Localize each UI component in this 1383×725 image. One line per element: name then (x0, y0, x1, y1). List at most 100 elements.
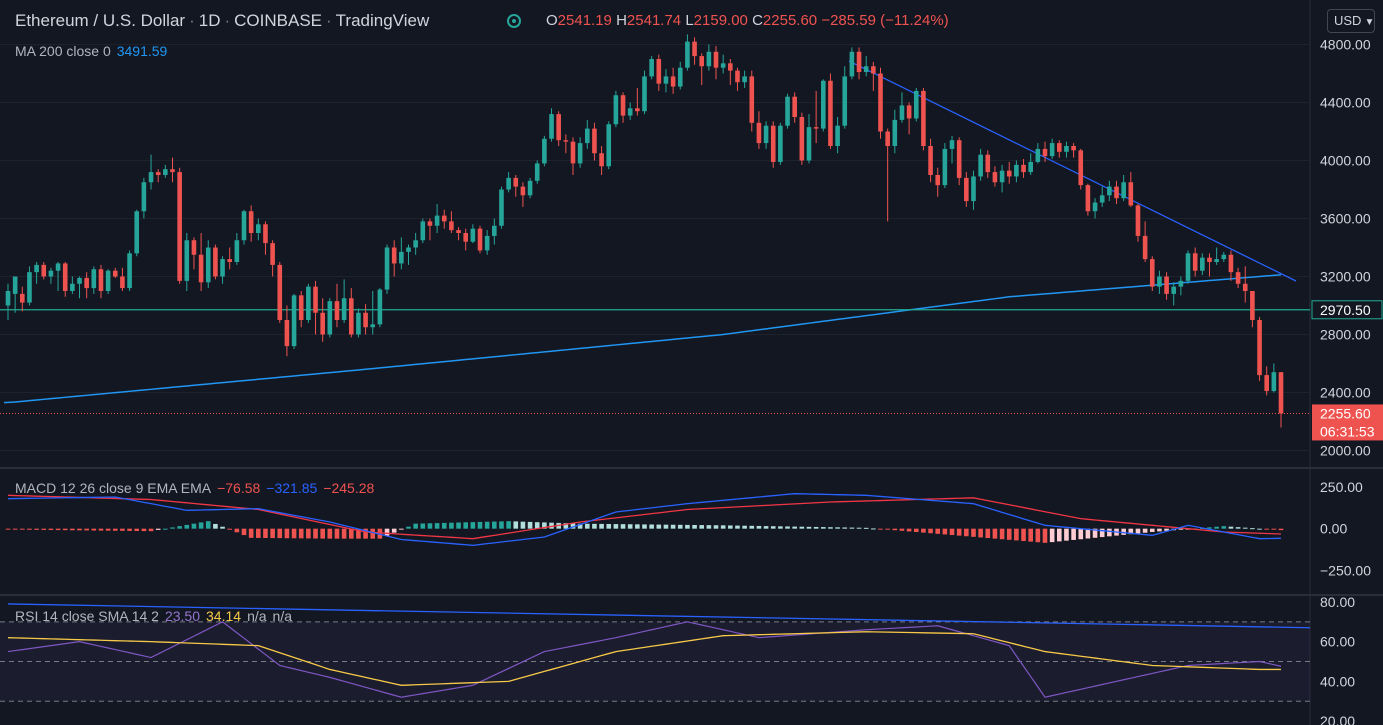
candle[interactable] (1207, 253, 1212, 277)
candle[interactable] (120, 267, 125, 291)
candle[interactable] (1135, 204, 1141, 242)
candle[interactable] (148, 154, 154, 190)
candle[interactable] (241, 209, 247, 245)
macd-legend[interactable]: MACD 12 26 close 9 EMA EMA −76.58 −321.85−… (15, 480, 380, 496)
candle[interactable] (763, 121, 769, 149)
rsi-sma-line[interactable] (7, 631, 1281, 686)
candle[interactable] (1228, 250, 1234, 281)
candle[interactable] (1056, 140, 1062, 158)
candle[interactable] (828, 73, 833, 149)
candle[interactable] (1142, 221, 1148, 262)
candle[interactable] (835, 117, 840, 154)
candle[interactable] (928, 138, 933, 183)
candle[interactable] (41, 262, 47, 280)
candle[interactable] (878, 67, 883, 139)
candle[interactable] (177, 167, 182, 284)
candle[interactable] (863, 56, 869, 77)
candle[interactable] (806, 114, 812, 164)
candle[interactable] (370, 291, 376, 335)
candle[interactable] (98, 264, 104, 299)
candle[interactable] (470, 224, 476, 244)
candle[interactable] (584, 119, 590, 149)
candle[interactable] (592, 122, 597, 161)
candle[interactable] (692, 37, 697, 65)
candle[interactable] (1071, 143, 1076, 158)
candle[interactable] (284, 305, 290, 357)
candle[interactable] (527, 177, 533, 199)
candle[interactable] (563, 134, 569, 154)
candle[interactable] (856, 47, 862, 80)
candle[interactable] (1178, 276, 1184, 296)
candle[interactable] (320, 298, 325, 342)
candle[interactable] (48, 267, 54, 284)
candle[interactable] (570, 137, 576, 175)
candle[interactable] (1157, 270, 1162, 294)
candle[interactable] (556, 111, 561, 146)
candle[interactable] (1235, 267, 1241, 289)
candle[interactable] (1271, 363, 1277, 393)
candle[interactable] (985, 150, 991, 178)
candle[interactable] (449, 211, 454, 233)
candle[interactable] (649, 56, 654, 80)
candle[interactable] (1200, 253, 1205, 276)
candle[interactable] (756, 111, 762, 149)
candle[interactable] (334, 283, 340, 328)
candle[interactable] (84, 272, 89, 299)
candle[interactable] (713, 45, 719, 80)
candle[interactable] (627, 102, 633, 120)
candle[interactable] (277, 262, 283, 323)
candle[interactable] (1092, 198, 1098, 219)
candle[interactable] (20, 286, 25, 312)
candle[interactable] (1078, 148, 1084, 190)
candle[interactable] (356, 308, 361, 338)
candle[interactable] (635, 88, 640, 116)
candle[interactable] (913, 88, 919, 122)
candle[interactable] (492, 218, 497, 245)
candle[interactable] (1171, 282, 1177, 306)
candle[interactable] (499, 186, 504, 229)
candle[interactable] (1185, 250, 1191, 284)
candle[interactable] (441, 209, 447, 229)
ma-legend[interactable]: MA 200 close 0 3491.59 (15, 43, 167, 59)
candle[interactable] (477, 225, 483, 254)
candle[interactable] (55, 262, 61, 291)
candle[interactable] (191, 237, 197, 270)
candle[interactable] (871, 61, 876, 91)
candle[interactable] (520, 182, 526, 207)
candle[interactable] (348, 288, 354, 338)
candle[interactable] (427, 218, 433, 241)
candle[interactable] (170, 157, 175, 183)
candle[interactable] (399, 237, 404, 270)
candle[interactable] (906, 102, 912, 135)
candle[interactable] (620, 92, 626, 123)
candle[interactable] (599, 146, 604, 175)
candle[interactable] (978, 148, 983, 181)
candle[interactable] (27, 266, 32, 306)
candle[interactable] (1164, 272, 1169, 300)
rsi-trend-line[interactable] (7, 603, 1311, 629)
candle[interactable] (1042, 141, 1048, 162)
candle[interactable] (820, 79, 826, 132)
candle[interactable] (220, 256, 225, 284)
candle[interactable] (613, 90, 619, 128)
candle[interactable] (1250, 291, 1255, 328)
candle[interactable] (298, 291, 304, 328)
candle[interactable] (256, 218, 261, 241)
candle[interactable] (577, 137, 583, 168)
candle[interactable] (956, 137, 962, 186)
candle[interactable] (670, 67, 676, 94)
candle[interactable] (205, 240, 211, 289)
candle[interactable] (656, 54, 662, 91)
candle[interactable] (377, 288, 383, 328)
candle[interactable] (778, 122, 783, 165)
candle[interactable] (1099, 186, 1105, 207)
candle[interactable] (34, 262, 39, 284)
candle[interactable] (799, 112, 805, 165)
candle[interactable] (992, 166, 998, 187)
candle[interactable] (198, 233, 204, 291)
candle[interactable] (1114, 180, 1119, 204)
candle[interactable] (291, 293, 297, 349)
candle[interactable] (306, 283, 311, 323)
candle[interactable] (1242, 266, 1248, 303)
candle[interactable] (391, 240, 397, 277)
